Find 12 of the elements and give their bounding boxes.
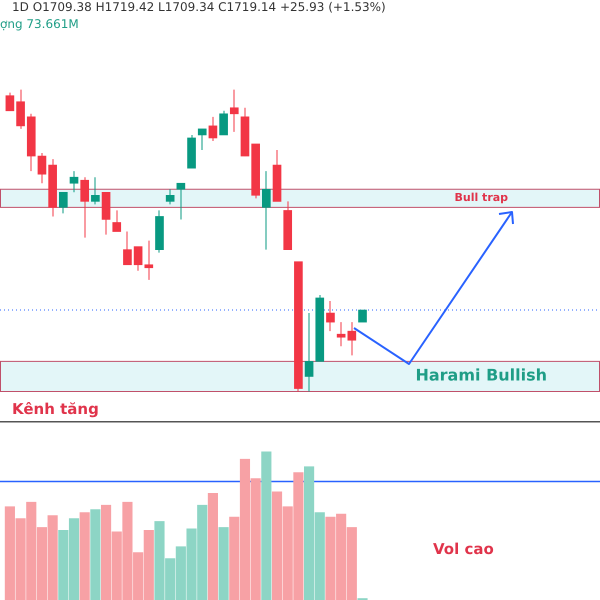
text: ợng 73.661M xyxy=(0,17,79,31)
band-label: Harami Bullish xyxy=(415,366,548,385)
bar xyxy=(80,512,90,600)
bar xyxy=(90,509,100,600)
ref-line-label: Kênh tăng xyxy=(12,400,99,418)
text: 1D O1709.38 H1719.42 L1709.34 C1719.14 +25.93 (+1.53%) xyxy=(12,0,386,14)
candlestick xyxy=(144,240,154,280)
bar xyxy=(208,493,218,600)
bar xyxy=(261,452,272,600)
band-label: Bull trap xyxy=(454,191,508,204)
text: Vol cao xyxy=(433,540,494,558)
bar xyxy=(218,527,229,600)
